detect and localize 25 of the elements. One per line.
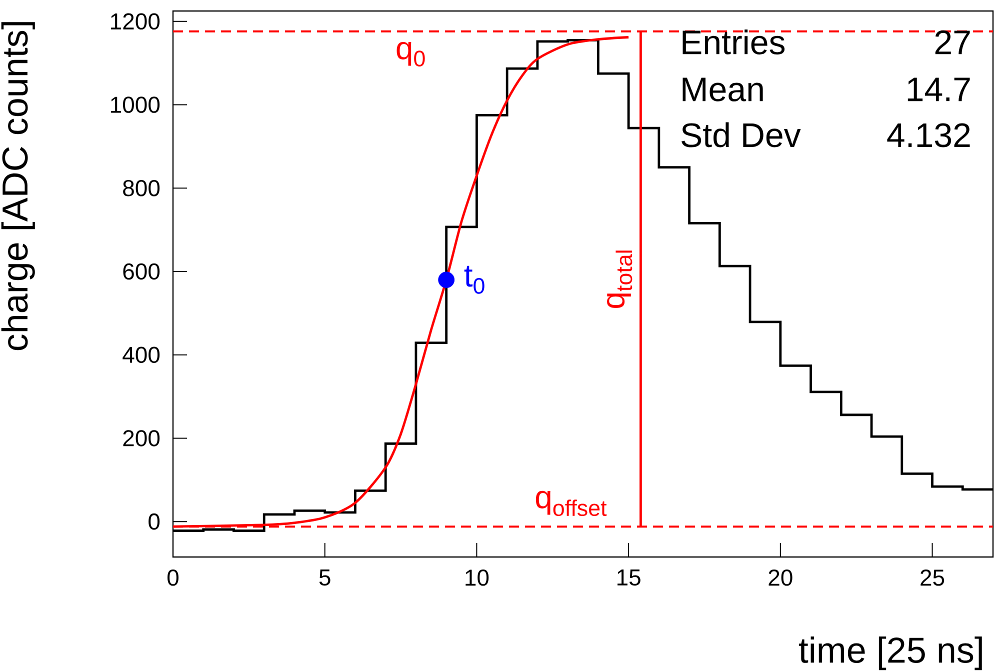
y-tick-label: 1000 — [111, 96, 160, 113]
x-tick-label: 0 — [168, 570, 178, 586]
annotation: 27 — [935, 30, 970, 54]
y-tick-label: 200 — [123, 430, 160, 446]
y-tick-label: 400 — [122, 346, 160, 363]
y-tick-label: 1200 — [111, 13, 160, 30]
ref-line-label: q$_{0}$ — [396, 42, 425, 66]
x-tick-label: 10 — [466, 570, 489, 586]
text: q$_{total}$ — [607, 250, 632, 308]
x-axis-title: time [25 ns] — [798, 636, 982, 670]
annotation: Mean — [682, 78, 763, 102]
x-tick-label: 5 — [319, 570, 330, 586]
annotation: 14.7 — [908, 78, 970, 102]
x-tick-label: 20 — [768, 570, 792, 586]
y-axis-title: charge [ADC counts] — [1, 22, 35, 350]
annotation: Std Dev — [682, 122, 801, 148]
x-tick-label: 25 — [920, 570, 944, 586]
y-tick-label: 800 — [123, 180, 160, 196]
y-tick-label: 600 — [123, 263, 160, 280]
series-label: t$_{0}$ — [464, 266, 484, 294]
ref-line-label: q$_{offset}$ — [536, 490, 607, 516]
annotation: 4.132 — [887, 123, 970, 148]
annotation: Entries — [682, 29, 785, 54]
x-tick-label: 15 — [618, 570, 640, 586]
y-tick-label: 0 — [148, 513, 160, 530]
